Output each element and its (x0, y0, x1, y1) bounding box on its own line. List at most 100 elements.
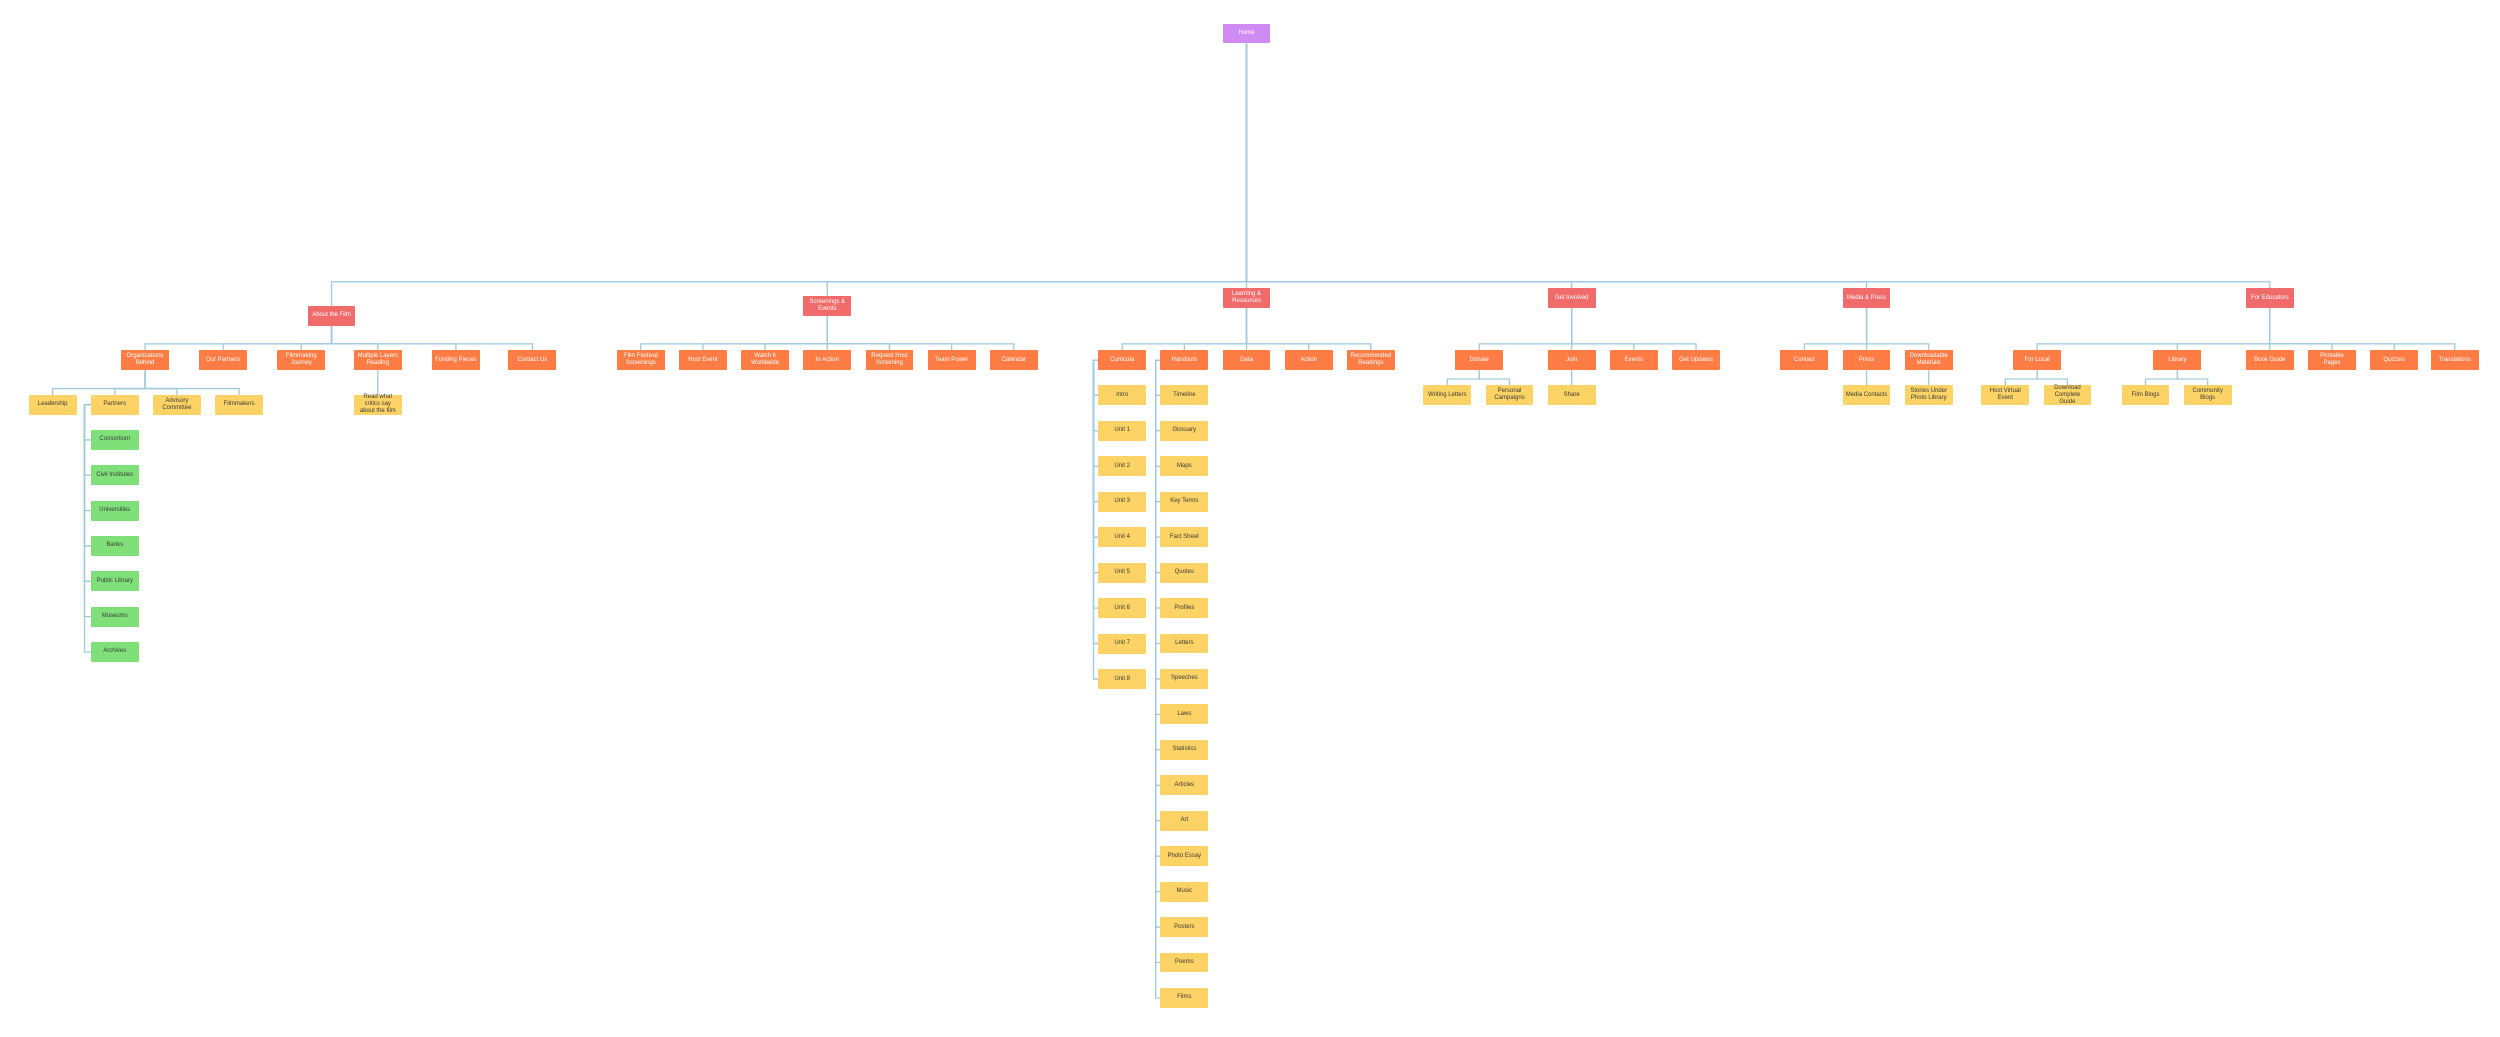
page-node: Consortium (90, 429, 139, 450)
connector (83, 404, 91, 582)
connector (1155, 359, 1161, 680)
page-node: Recommended Readings (1346, 350, 1395, 371)
page-node: Film Blogs (2121, 385, 2170, 406)
connector (1092, 359, 1099, 680)
page-node: Stories Under Photo Library (1904, 385, 1953, 406)
page-node: Civil Institutes (90, 465, 139, 486)
connector (1092, 359, 1099, 467)
page-node: Join (1547, 350, 1596, 371)
page-node: Advisory Committee (153, 394, 201, 415)
page-node: In Action (803, 350, 852, 371)
page-node: Handouts (1160, 350, 1209, 371)
page-node: Laws (1160, 704, 1209, 725)
root-node: Home (1222, 23, 1271, 44)
page-node: Learning & Resources (1222, 288, 1271, 309)
connector (144, 370, 240, 395)
page-node: For Educators (2245, 288, 2294, 309)
page-node: Archives (90, 642, 139, 662)
page-node: Filmmaking Journey (277, 350, 326, 371)
page-node: Downloadable Materials (1904, 350, 1953, 371)
connector (1446, 370, 1480, 386)
page-node: Organizations Behind (121, 350, 169, 371)
connector (826, 316, 891, 351)
page-node: Translations (2430, 350, 2479, 371)
page-node: Timeline (1160, 385, 1209, 406)
page-node: About the Film (307, 305, 356, 326)
connector (1803, 308, 1868, 351)
page-node: Film Festival Screenings (616, 350, 665, 371)
page-node: Get Involved (1547, 288, 1596, 309)
page-node: Art (1160, 810, 1209, 831)
page-node: Contact Us (508, 350, 557, 371)
connector (2004, 370, 2038, 386)
page-node: Host Event (679, 350, 727, 371)
page-node: Curricula (1098, 350, 1147, 371)
page-node: Posters (1160, 917, 1209, 938)
page-node: Unit 2 (1098, 456, 1147, 477)
page-node: Museums (90, 606, 139, 627)
page-node: Contact (1780, 350, 1829, 371)
page-node: Screenings & Events (803, 296, 852, 316)
page-node: Request Host Screening (865, 350, 914, 371)
page-node: Get Updates (1672, 350, 1720, 371)
page-node: Unit 5 (1098, 562, 1147, 583)
page-node: Music (1160, 881, 1209, 902)
page-node: Key Terms (1160, 491, 1209, 512)
connector (1155, 359, 1161, 751)
connector (144, 325, 333, 351)
connector (1245, 43, 1868, 289)
page-node: Unit 1 (1098, 420, 1147, 441)
connector (1245, 43, 2271, 289)
connector (222, 325, 333, 351)
page-node: Community Blogs (2183, 385, 2232, 406)
connector (1245, 43, 1573, 289)
page-node: Read what critics say about the film (353, 394, 402, 415)
connector (1155, 359, 1161, 999)
connector (640, 316, 828, 351)
page-node: Library (2153, 350, 2202, 371)
connector (1865, 308, 1930, 351)
page-node: Personal Campaigns (1485, 385, 1534, 406)
connector (83, 404, 91, 441)
page-node: Glossary (1160, 420, 1209, 441)
page-node: Unit 8 (1098, 669, 1147, 689)
connector (1478, 308, 1573, 351)
page-node: Download Complete Guide (2043, 385, 2092, 406)
page-node: Share (1547, 385, 1596, 406)
page-node: Maps (1160, 456, 1209, 477)
page-node: Funding Pieces (431, 350, 480, 371)
page-node: Leadership (28, 394, 77, 415)
page-node: Banks (90, 535, 139, 556)
page-node: Photo Essay (1160, 846, 1209, 867)
page-node: Public Library (90, 571, 139, 592)
connector (330, 325, 534, 351)
page-node: Partners (90, 394, 139, 415)
connector (2176, 370, 2209, 386)
page-node: Intro (1098, 385, 1147, 406)
page-node: Data (1222, 350, 1271, 371)
page-node: Fact Sheet (1160, 527, 1209, 548)
page-node: Letters (1160, 633, 1209, 654)
page-node: Host Virtual Event (1981, 385, 2030, 406)
page-node: Quotes (1160, 562, 1209, 583)
page-node: Unit 6 (1098, 598, 1147, 619)
page-node: Printable Pages (2308, 350, 2356, 371)
connector (1571, 308, 1697, 351)
connector (330, 325, 379, 351)
page-node: Quizzes (2370, 350, 2419, 371)
connector (1155, 359, 1161, 467)
page-node: Donate (1455, 350, 1504, 371)
connector (1478, 370, 1511, 386)
page-node: For Local (2013, 350, 2062, 371)
page-node: Watch it Worldwide (741, 350, 790, 371)
page-node: Events (1609, 350, 1658, 371)
page-node: Universities (90, 500, 139, 521)
page-node: Statistics (1160, 739, 1209, 760)
connector (826, 316, 1015, 351)
connector (826, 43, 1248, 297)
page-node: Unit 3 (1098, 491, 1147, 512)
connector (330, 43, 1248, 306)
page-node: Articles (1160, 775, 1209, 796)
